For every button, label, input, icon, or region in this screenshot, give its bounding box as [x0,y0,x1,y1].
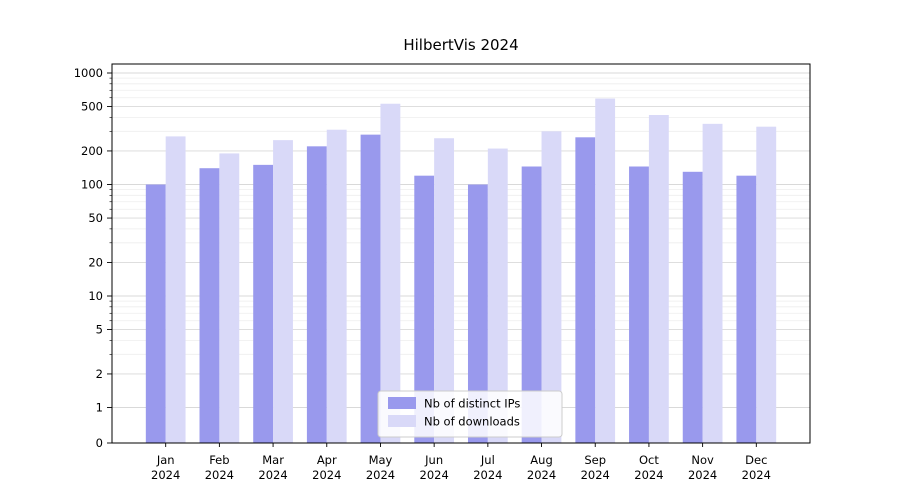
legend-swatch-nb-of-distinct-ips [388,397,416,409]
x-tick-label-year-jun: 2024 [420,468,449,482]
x-tick-label-year-dec: 2024 [742,468,771,482]
bar-nb-of-distinct-ips-apr [306,146,327,443]
legend-label-nb-of-distinct-ips: Nb of distinct IPs [424,397,520,411]
bar-nb-of-distinct-ips-aug [521,166,542,444]
legend: Nb of distinct IPs Nb of downloads [377,390,563,438]
x-tick-label-year-nov: 2024 [688,468,717,482]
bar-nb-of-distinct-ips-sep [575,137,596,443]
bar-nb-of-distinct-ips-mar [253,164,274,443]
bar-nb-of-downloads-jan [165,136,186,443]
bar-nb-of-downloads-jun [434,138,455,443]
x-tick-label-month-jan: Jan [156,453,175,467]
bar-nb-of-downloads-feb [219,153,240,443]
bar-nb-of-downloads-apr [326,129,347,443]
bar-nb-of-distinct-ips-jun [414,175,435,443]
y-tick-label-10: 10 [88,289,103,303]
x-tick-label-month-jul: Jul [480,453,495,467]
bar-nb-of-distinct-ips-jul [467,184,488,443]
bar-nb-of-downloads-may [380,103,401,444]
axes: 01251020501002005001000Jan2024Feb2024Mar… [74,63,811,482]
y-tick-label-1: 1 [96,401,103,415]
x-tick-label-year-apr: 2024 [312,468,341,482]
y-tick-label-2: 2 [96,367,103,381]
y-tick-label-0: 0 [96,436,103,450]
y-tick-label-1000: 1000 [74,66,103,80]
y-tick-label-20: 20 [88,255,103,269]
x-tick-label-month-may: May [369,453,393,467]
x-tick-label-month-apr: Apr [317,453,337,467]
x-tick-label-year-may: 2024 [366,468,395,482]
x-tick-label-year-mar: 2024 [258,468,287,482]
x-tick-label-year-jan: 2024 [151,468,180,482]
chart-title: HilbertVis 2024 [403,36,518,54]
legend-box [377,390,563,438]
legend-label-nb-of-downloads: Nb of downloads [424,415,520,429]
bar-nb-of-distinct-ips-feb [199,168,220,443]
x-tick-label-month-dec: Dec [745,453,767,467]
bar-nb-of-distinct-ips-may [360,134,381,443]
plot-border [111,63,811,444]
legend-swatch-nb-of-downloads [388,415,416,427]
bar-nb-of-downloads-aug [541,131,562,444]
x-tick-label-month-aug: Aug [530,453,552,467]
x-tick-label-month-jun: Jun [424,453,443,467]
bar-nb-of-distinct-ips-jan [145,184,166,443]
bar-nb-of-downloads-jul [487,148,508,443]
bar-nb-of-downloads-dec [756,126,777,443]
x-tick-label-year-jul: 2024 [473,468,502,482]
x-tick-label-month-oct: Oct [639,453,659,467]
bar-nb-of-downloads-nov [702,123,723,443]
y-tick-label-500: 500 [81,100,103,114]
x-tick-label-year-aug: 2024 [527,468,556,482]
x-tick-label-month-sep: Sep [584,453,606,467]
bar-nb-of-downloads-mar [273,140,293,443]
x-tick-label-month-feb: Feb [209,453,229,467]
x-tick-label-year-feb: 2024 [205,468,234,482]
x-tick-label-year-sep: 2024 [581,468,610,482]
y-tick-label-100: 100 [81,178,103,192]
y-tick-label-200: 200 [81,144,103,158]
x-tick-label-month-nov: Nov [691,453,714,467]
bar-nb-of-distinct-ips-nov [682,171,703,443]
bar-nb-of-downloads-oct [648,115,669,444]
x-tick-label-year-oct: 2024 [634,468,663,482]
bars [145,98,777,444]
bar-nb-of-distinct-ips-oct [629,166,649,444]
x-tick-label-month-mar: Mar [262,453,284,467]
bar-nb-of-distinct-ips-dec [736,175,757,443]
y-tick-label-5: 5 [96,323,103,337]
bar-nb-of-downloads-sep [595,98,616,444]
y-tick-label-50: 50 [88,211,103,225]
